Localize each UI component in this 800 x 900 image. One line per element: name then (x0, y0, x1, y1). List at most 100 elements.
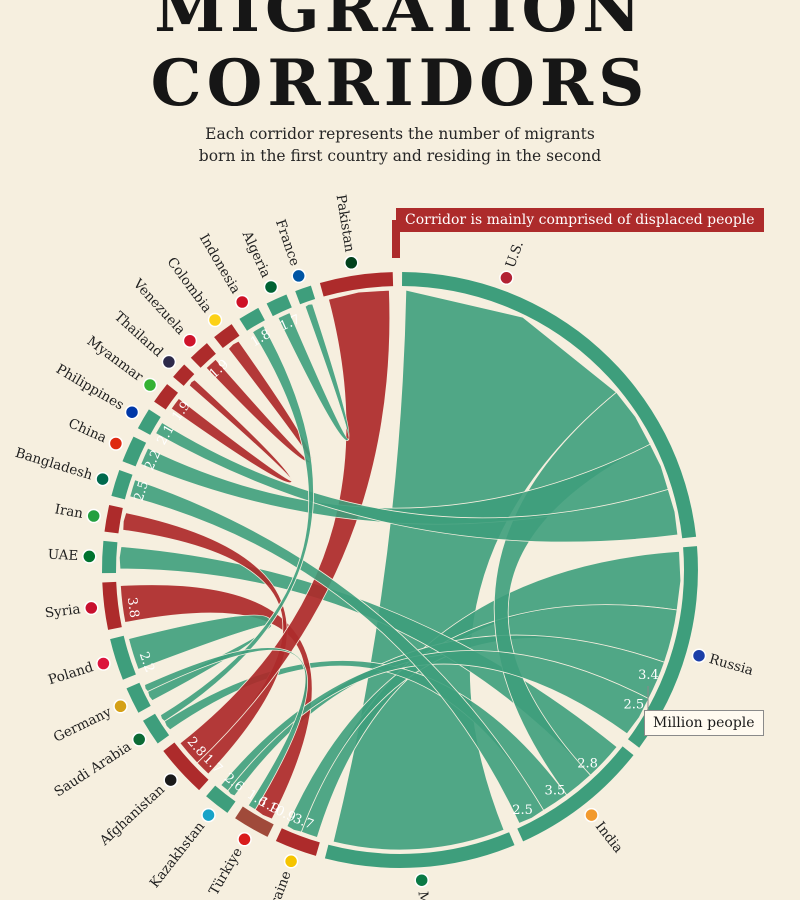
corridor-t-rkiye-to-germany (144, 647, 308, 811)
country-label-syria: Syria (44, 601, 81, 621)
country-label-colombia: Colombia (164, 254, 215, 316)
country-label-indonesia: Indonesia (196, 231, 244, 297)
country-label-saudi-arabia: Saudi Arabia (51, 739, 134, 801)
ring-arc-t-rkiye (235, 806, 274, 837)
ring-arc-france (295, 285, 316, 305)
corridor-ribbons (118, 289, 682, 851)
subtitle-line-2: born in the first country and residing i… (198, 147, 602, 165)
philippines-flag-icon (124, 404, 140, 420)
bangladesh-flag-icon (95, 471, 110, 487)
ring-arc-thailand (173, 364, 195, 386)
indonesia-flag-icon (234, 294, 250, 310)
corridor-philippines-to-u-s- (155, 421, 679, 543)
country-label-france: France (272, 217, 303, 268)
country-label-germany: Germany (51, 704, 114, 746)
ring-arc-uae (101, 540, 118, 574)
corridor-algeria-to-france (277, 303, 350, 441)
uae-flag-icon (82, 549, 97, 564)
country-label-ukraine: Ukraine (260, 869, 294, 900)
country-label-india: India (592, 819, 626, 856)
displaced-legend: Corridor is mainly comprised of displace… (396, 208, 764, 232)
country-label-algeria: Algeria (238, 228, 274, 281)
value-label-india: 2.5 (512, 803, 533, 818)
value-label-india: 2.8 (577, 757, 598, 772)
india-flag-icon (584, 807, 599, 823)
ring-arc-syria (102, 581, 122, 630)
mexico-flag-icon (414, 872, 429, 888)
ring-arc-mexico (324, 832, 515, 869)
china-flag-icon (108, 436, 124, 451)
country-label-afghanistan: Afghanistan (96, 781, 168, 849)
ring-arc-venezuela (190, 343, 216, 368)
ring-arc-philippines (137, 409, 161, 435)
country-label-pakistan: Pakistan (333, 193, 358, 253)
ring-arc-poland (110, 635, 136, 680)
value-label-russia: 2.5 (623, 698, 644, 713)
country-label-poland: Poland (46, 659, 95, 688)
poland-flag-icon (96, 656, 111, 671)
value-label-ukraine: 3.7 (291, 811, 316, 832)
title-line-2: CORRIDORS (150, 46, 650, 121)
country-label-uae: UAE (47, 547, 78, 564)
germany-flag-icon (113, 699, 128, 714)
country-label-iran: Iran (53, 501, 84, 522)
country-label-china: China (66, 415, 109, 446)
venezuela-flag-icon (182, 333, 198, 348)
value-label-bangladesh: 2.5 (132, 479, 152, 503)
ring-arc-ukraine (275, 828, 320, 856)
ring-arc-bangladesh (111, 470, 133, 500)
corridor-bangladesh-to-india (129, 479, 545, 824)
ring-arc-kazakhstan (206, 785, 236, 813)
ring-arc-myanmar (154, 384, 178, 410)
ring-arc-u-s- (402, 272, 697, 539)
value-label-india: 3.5 (545, 784, 566, 799)
ring-arc-iran (104, 505, 123, 534)
value-label-poland: 2.2 (136, 650, 157, 675)
corridor-venezuela-to-colombia (205, 340, 313, 463)
ring-arc-pakistan (319, 272, 394, 297)
country-label-bangladesh: Bangladesh (13, 445, 94, 484)
subtitle-line-1: Each corridor represents the number of m… (205, 125, 595, 143)
saudi-arabia-flag-icon (131, 732, 147, 747)
ring-arc-saudi-arabia (143, 713, 170, 744)
ring-arc-afghanistan (163, 742, 209, 791)
corridor-indonesia-to-saudi-arabia (160, 325, 314, 722)
country-ring (101, 272, 698, 869)
ring-arc-colombia (214, 324, 240, 348)
kazakhstan-flag-icon (201, 807, 216, 823)
ring-arc-germany (126, 682, 151, 713)
value-label-russia: 3.4 (638, 668, 659, 683)
value-label-algeria: 1.7 (278, 312, 303, 334)
country-label-russia: Russia (707, 651, 755, 679)
country-label-u-s-: U.S. (503, 239, 527, 270)
syria-flag-icon (84, 600, 99, 616)
value-label-syria: 3.8 (124, 596, 142, 619)
ring-arc-china (122, 436, 147, 467)
iran-flag-icon (86, 508, 101, 524)
country-label-kazakhstan: Kazakhstan (147, 819, 209, 892)
corridor-poland-to-germany (128, 614, 272, 702)
corridor-myanmar-to-thailand (170, 379, 293, 484)
ukraine-flag-icon (283, 854, 299, 869)
ring-arc-india (517, 746, 634, 842)
title-line-1: MIGRATION (154, 0, 646, 47)
corridor-syria-to-t-rkiye (119, 584, 313, 820)
ring-arc-algeria (266, 294, 292, 317)
france-flag-icon (291, 268, 306, 284)
pakistan-flag-icon (344, 255, 359, 271)
colombia-flag-icon (207, 312, 223, 328)
corridor-kazakhstan-to-russia (220, 650, 650, 792)
russia-flag-icon (691, 648, 707, 663)
us-flag-icon (499, 270, 514, 286)
country-label-t-rkiye: Türkiye (206, 845, 246, 898)
myanmar-flag-icon (142, 377, 158, 393)
corridor-china-to-u-s- (140, 443, 669, 525)
country-label-mexico: Mexico (415, 891, 434, 900)
turkiye-flag-icon (237, 832, 252, 847)
afghanistan-flag-icon (163, 772, 178, 788)
unit-label: Million people (644, 710, 764, 736)
ring-arc-indonesia (239, 307, 265, 331)
ring-arc-russia (628, 546, 698, 748)
